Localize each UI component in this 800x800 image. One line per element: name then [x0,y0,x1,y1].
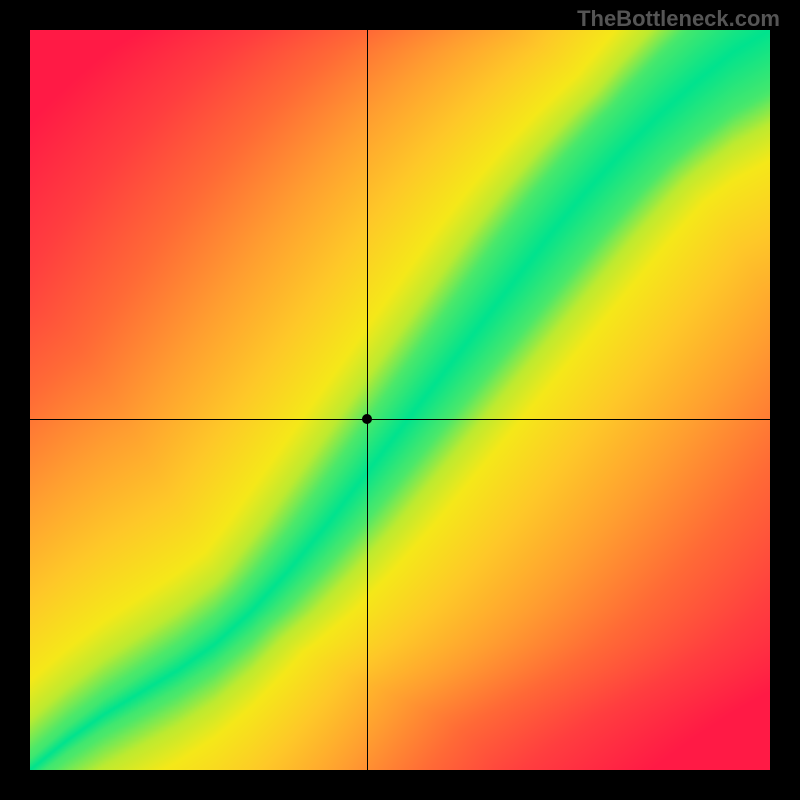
heatmap-plot [30,30,770,770]
heatmap-canvas [30,30,770,770]
crosshair-marker [362,414,372,424]
crosshair-horizontal [30,419,770,420]
watermark-text: TheBottleneck.com [577,6,780,32]
crosshair-vertical [367,30,368,770]
chart-container: TheBottleneck.com [0,0,800,800]
